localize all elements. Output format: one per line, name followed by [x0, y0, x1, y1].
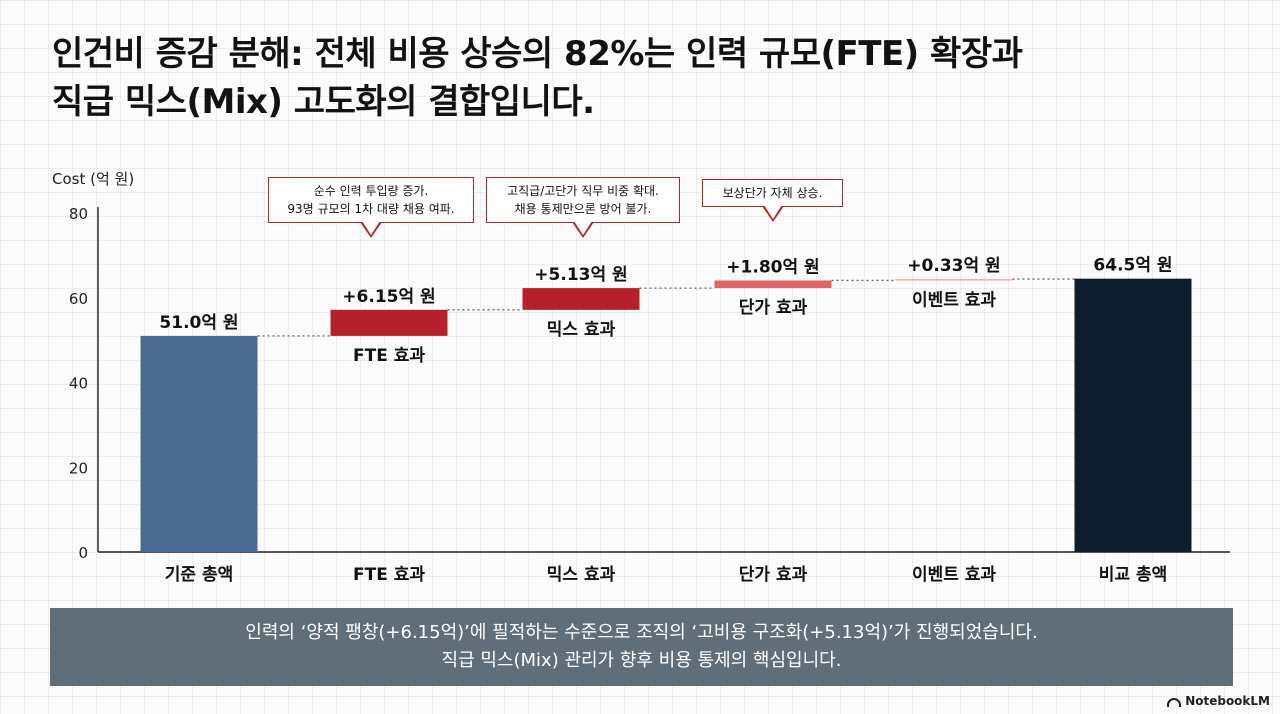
value-label: +5.13억 원	[534, 265, 627, 285]
x-tick-label: 이벤트 효과	[912, 565, 996, 585]
bar-inline-label: 단가 효과	[739, 298, 808, 318]
title-line-2: 직급 믹스(Mix) 고도화의 결합입니다.	[52, 82, 595, 122]
annotation-rate-effect: 보상단가 자체 상승.	[702, 179, 843, 222]
bar-5	[895, 279, 1013, 281]
y-tick-label: 60	[69, 290, 88, 308]
annotation-fte-effect: 순수 인력 투입량 증가. 93명 규모의 1차 대량 채용 여파.	[268, 177, 474, 238]
x-tick-label: 믹스 효과	[547, 565, 616, 585]
y-tick-label: 80	[69, 205, 88, 223]
y-axis-label: Cost (억 원)	[52, 170, 134, 188]
annotation-fte-line-2: 93명 규모의 1차 대량 채용 여파.	[287, 202, 455, 216]
value-label: +6.15억 원	[342, 287, 435, 307]
notebooklm-logo-icon	[1167, 697, 1182, 707]
bar-inline-label: 믹스 효과	[547, 320, 616, 340]
summary-line-2: 직급 믹스(Mix) 관리가 향후 비용 통제의 핵심입니다.	[441, 650, 842, 671]
x-tick-label: 단가 효과	[739, 565, 808, 585]
annotation-mix-line-2: 채용 통제만으론 방어 불가.	[514, 202, 652, 216]
x-tick-label: FTE 효과	[353, 565, 425, 585]
brand-watermark: NotebookLM	[1167, 694, 1270, 708]
bar-inline-label: FTE 효과	[353, 346, 425, 366]
brand-label: NotebookLM	[1185, 694, 1270, 708]
y-tick-label: 0	[78, 544, 88, 562]
bar-4	[714, 280, 832, 289]
value-label: 51.0억 원	[159, 313, 238, 333]
value-label: 64.5억 원	[1093, 256, 1172, 276]
x-tick-label: 기준 총액	[165, 565, 233, 585]
annotation-fte-line-1: 순수 인력 투입량 증가.	[313, 184, 429, 198]
value-label: +1.80억 원	[726, 257, 819, 277]
x-tick-label: 비교 총액	[1099, 565, 1167, 585]
annotation-mix-line-1: 고직급/고단가 직무 비중 확대.	[507, 184, 659, 198]
y-tick-label: 20	[69, 459, 88, 477]
annotation-mix-effect: 고직급/고단가 직무 비중 확대. 채용 통제만으론 방어 불가.	[486, 177, 680, 238]
y-tick-label: 40	[69, 375, 88, 393]
title-line-1: 인건비 증감 분해: 전체 비용 상승의 82%는 인력 규모(FTE) 확장과	[52, 34, 1023, 74]
summary-line-1: 인력의 ‘양적 팽창(+6.15억)’에 필적하는 수준으로 조직의 ‘고비용 …	[245, 622, 1038, 643]
annotation-rate-line-1: 보상단가 자체 상승.	[722, 186, 823, 200]
bar-1	[140, 335, 258, 552]
waterfall-chart: Cost (억 원) 0 20 40 60 80 51.0억 원기준 총액 +6.15억 원 F…	[52, 170, 1230, 585]
page-title: 인건비 증감 분해: 전체 비용 상승의 82%는 인력 규모(FTE) 확장과…	[52, 30, 1232, 126]
bar-6	[1074, 278, 1192, 552]
summary-banner: 인력의 ‘양적 팽창(+6.15억)’에 필적하는 수준으로 조직의 ‘고비용 …	[50, 608, 1233, 686]
bar-3	[522, 288, 640, 310]
bar-inline-label: 이벤트 효과	[912, 290, 996, 310]
value-label: +0.33억 원	[907, 256, 1000, 276]
bar-2	[330, 309, 448, 336]
